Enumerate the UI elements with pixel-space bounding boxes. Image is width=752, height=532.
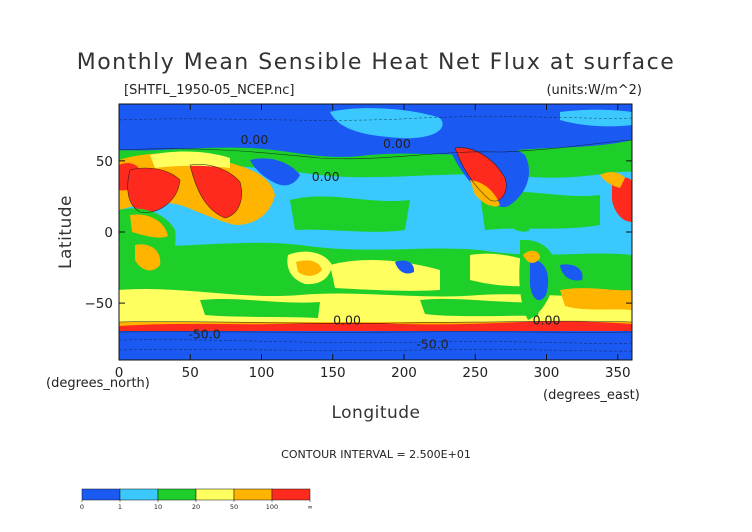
contour-interval-text: CONTOUR INTERVAL = 2.500E+01 [281, 448, 471, 461]
contour-label: 0.00 [312, 169, 340, 184]
x-unit-label: (degrees_north) [46, 376, 150, 391]
colorbar-segment [233, 488, 273, 501]
chart-title: Monthly Mean Sensible Heat Net Flux at s… [77, 50, 676, 75]
x-tick-label: 350 [605, 365, 631, 381]
contour-label: 0.00 [333, 312, 361, 327]
x-axis-ticks: 0 50 100 150 200 250 300 350 [115, 104, 631, 381]
x-tick-label: 50 [182, 365, 199, 381]
colorbar-segment [271, 488, 311, 501]
colorbar-label: ∞ [307, 503, 312, 511]
colorbar-segment [119, 488, 159, 501]
flux-field [119, 104, 632, 360]
y-tick-label: 0 [104, 225, 113, 241]
contour-label: 0.00 [533, 312, 561, 327]
contour-label: 0.00 [383, 136, 411, 151]
x-axis-title: Longitude [331, 403, 420, 423]
y-axis-ticks: 50 0 −50 [85, 154, 632, 312]
colorbar-label: 1 [118, 503, 122, 511]
x-tick-label: 150 [320, 365, 346, 381]
colorbar: 0 1 10 20 50 100 ∞ [80, 488, 313, 511]
contour-label: 0.00 [240, 132, 268, 147]
x-tick-label: 0 [115, 365, 124, 381]
colorbar-segment [195, 488, 235, 501]
units-label: (units:W/m^2) [546, 83, 642, 98]
x-tick-label: 100 [249, 365, 275, 381]
colorbar-label: 100 [266, 503, 278, 511]
x-tick-label: 250 [462, 365, 488, 381]
colorbar-segment [157, 488, 197, 501]
file-label: [SHTFL_1950-05_NCEP.nc] [124, 83, 295, 98]
x-tick-label: 300 [534, 365, 560, 381]
colorbar-label: 20 [192, 503, 200, 511]
y-axis-title: Latitude [56, 195, 76, 269]
y-tick-label: −50 [85, 296, 114, 312]
contour-label: -50.0 [188, 327, 220, 342]
contour-label: -50.0 [416, 337, 448, 352]
contour-labels: 0.00 0.00 0.00 0.00 0.00 -50.0 -50.0 [188, 132, 560, 352]
colorbar-label: 10 [154, 503, 162, 511]
colorbar-label: 0 [80, 503, 84, 511]
y-unit-label: (degrees_east) [543, 388, 640, 403]
colorbar-label: 50 [230, 503, 238, 511]
x-tick-label: 200 [391, 365, 417, 381]
colorbar-segment [81, 488, 121, 501]
y-tick-label: 50 [96, 154, 113, 170]
